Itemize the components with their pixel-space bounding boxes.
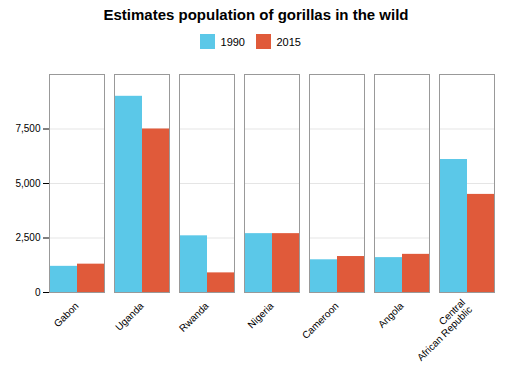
svg-text:CentralAfrican Republic: CentralAfrican Republic xyxy=(408,296,474,362)
svg-text:Cameroon: Cameroon xyxy=(300,300,341,341)
html-text:Estimates population of gorill: Estimates population of gorillas in the … xyxy=(103,6,409,23)
html-text:2015: 2015 xyxy=(276,35,301,48)
html-text:1990: 1990 xyxy=(220,35,245,48)
svg-text:Nigeria: Nigeria xyxy=(245,299,275,329)
svg-text:0: 0 xyxy=(35,286,41,297)
svg-text:Angola: Angola xyxy=(376,299,406,329)
svg-text:Rwanda: Rwanda xyxy=(177,299,211,333)
svg-text:7,500: 7,500 xyxy=(15,123,40,134)
svg-text:Uganda: Uganda xyxy=(113,299,146,332)
svg-text:5,000: 5,000 xyxy=(15,177,40,188)
svg-text:2,500: 2,500 xyxy=(15,232,40,243)
svg-text:Gabon: Gabon xyxy=(52,300,81,329)
